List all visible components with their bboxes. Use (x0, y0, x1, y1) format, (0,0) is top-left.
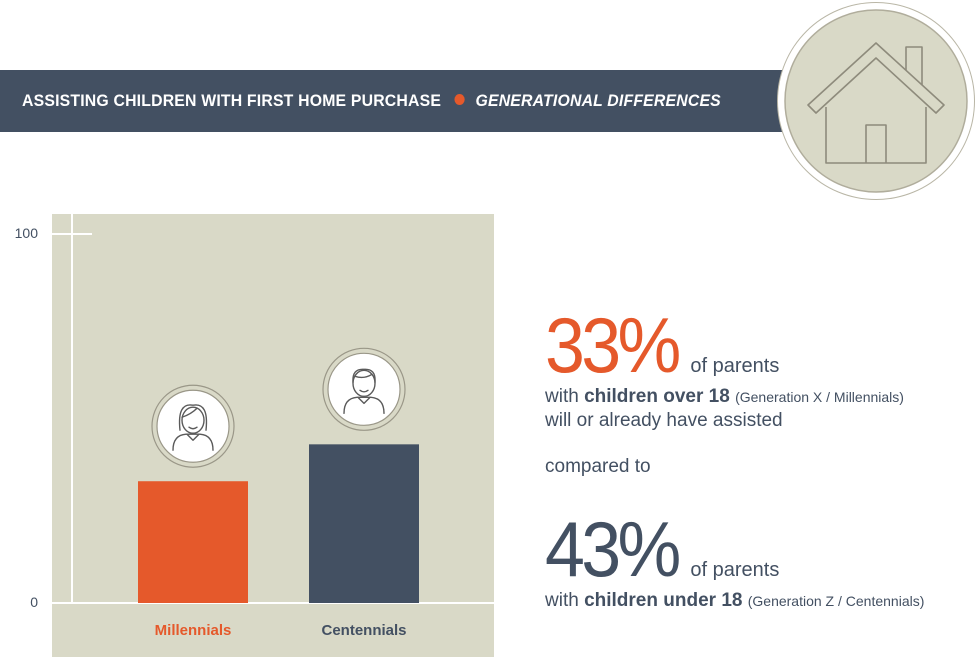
stat-second-headline: 43% of parents (545, 510, 924, 588)
x-category-label: Millennials (155, 622, 232, 639)
chart-panel: Millennials Centennials (52, 214, 494, 657)
header-banner: ASSISTING CHILDREN WITH FIRST HOME PURCH… (0, 70, 790, 132)
stat-first-line2: with children over 18 (Generation X / Mi… (545, 386, 904, 408)
stat-second-line2-bold: children under 18 (584, 590, 743, 611)
stat-first-line2-note: (Generation X / Millennials) (735, 389, 904, 405)
house-icon (784, 9, 968, 193)
stat-block-second: 43% of parents with children under 18 (G… (545, 510, 924, 612)
stat-first-line2-bold: children over 18 (584, 386, 730, 407)
compared-to-text: compared to (545, 456, 651, 477)
y-tick-label: 100 (14, 225, 38, 241)
boy-avatar-icon (322, 347, 406, 431)
banner-heading: ASSISTING CHILDREN WITH FIRST HOME PURCH… (22, 70, 721, 132)
bar-millennials (138, 481, 248, 603)
stat-first-suffix: of parents (690, 355, 780, 377)
girl-avatar-icon (151, 384, 235, 468)
stat-first-line3: will or already have assisted (545, 410, 783, 431)
stat-second-line2: with children under 18 (Generation Z / C… (545, 590, 924, 612)
stat-first-headline: 33% of parents (545, 306, 904, 384)
x-category-label: Centennials (321, 622, 406, 639)
stat-second-line2-note: (Generation Z / Centennials) (747, 593, 925, 609)
banner-title: ASSISTING CHILDREN WITH FIRST HOME PURCH… (22, 91, 442, 110)
banner-subtitle: GENERATIONAL DIFFERENCES (475, 91, 721, 110)
y-tick-label: 0 (30, 594, 38, 610)
house-badge (778, 3, 974, 199)
stat-first-percent: 33% (545, 301, 681, 389)
bar-centennials (309, 444, 419, 603)
stat-first-line2-prefix: with (545, 386, 585, 407)
stat-second-percent: 43% (545, 505, 681, 593)
bar-chart: Millennials Centennials (52, 214, 494, 639)
stat-second-suffix: of parents (690, 559, 780, 581)
stat-second-line2-prefix: with (545, 590, 585, 611)
stat-block-first: 33% of parents with children over 18 (Ge… (545, 306, 904, 432)
bullet-dot-icon (454, 94, 465, 106)
